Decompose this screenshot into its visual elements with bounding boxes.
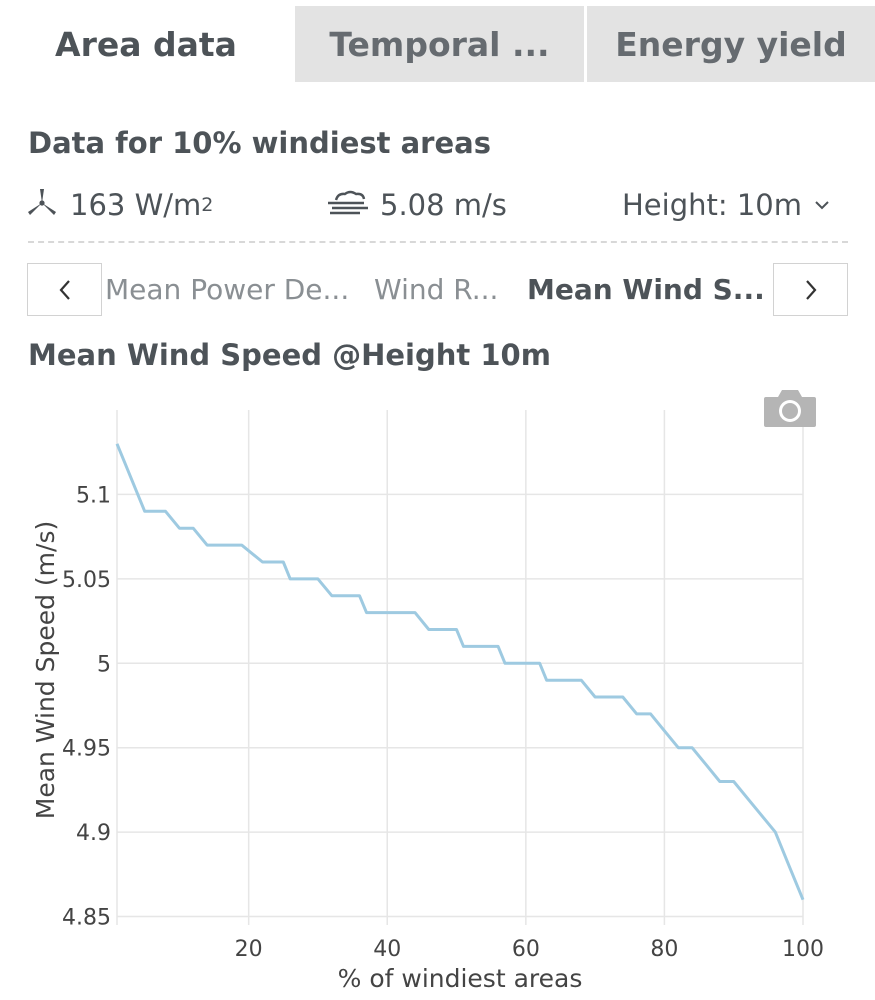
y-tick-label: 4.95	[62, 737, 111, 762]
y-tick-label: 5.1	[76, 483, 111, 508]
tab-energy-yield[interactable]: Energy yield	[584, 6, 875, 82]
x-tick-label: 60	[512, 937, 540, 962]
metric-mean-power-density[interactable]: Mean Power De...	[105, 273, 350, 306]
next-metric-button[interactable]	[773, 263, 848, 316]
divider	[28, 241, 848, 243]
wind-icon	[328, 190, 368, 215]
y-tick-label: 5.05	[62, 568, 111, 593]
wind-speed-value: 5.08 m/s	[380, 188, 507, 222]
chart-grid	[117, 410, 804, 925]
y-tick-label: 4.85	[62, 906, 111, 931]
chevron-down-icon	[815, 201, 829, 210]
y-tick-label: 4.9	[76, 821, 111, 846]
wind-turbine-icon	[28, 189, 56, 215]
metric-wind-rose[interactable]: Wind R...	[374, 273, 499, 306]
previous-metric-button[interactable]	[27, 263, 102, 316]
power-density-stat: 163 W/m 2	[24, 180, 213, 230]
chart-title: Mean Wind Speed @Height 10m	[28, 338, 551, 372]
metric-selector: Mean Power De... Wind R... Mean Wind S..…	[27, 263, 848, 316]
x-tick-label: 80	[650, 937, 678, 962]
series-line	[115, 443, 805, 901]
camera-icon[interactable]	[762, 385, 818, 429]
x-tick-label: 100	[782, 937, 824, 962]
tab-bar: Area data Temporal ... Energy yield	[0, 0, 875, 82]
wind-speed-stat: 5.08 m/s	[326, 180, 507, 230]
chevron-right-icon	[805, 279, 816, 300]
x-axis-label: % of windiest areas	[338, 964, 583, 993]
metric-mean-wind-speed[interactable]: Mean Wind S...	[527, 273, 765, 306]
height-dropdown-label: Height: 10m	[622, 188, 803, 222]
tab-temporal[interactable]: Temporal ...	[292, 6, 584, 82]
tab-area-data[interactable]: Area data	[0, 6, 292, 82]
height-dropdown[interactable]: Height: 10m	[622, 180, 840, 230]
x-tick-label: 20	[235, 937, 263, 962]
y-axis-label: Mean Wind Speed (m/s)	[31, 521, 60, 819]
power-unit-exponent: 2	[201, 194, 214, 216]
stats-row: 163 W/m 2 5.08 m/s Height: 10m	[0, 180, 875, 230]
power-density-value: 163 W/m	[70, 188, 202, 222]
chevron-left-icon	[59, 279, 70, 300]
x-tick-label: 40	[373, 937, 401, 962]
wind-speed-chart: 4.85 4.9 4.95 5 5.05 5.1 20 40 60 80 100 % of wind…	[31, 410, 824, 993]
chart-ticks: 4.85 4.9 4.95 5 5.05 5.1 20 40 60 80 100	[62, 483, 824, 962]
y-tick-label: 5	[97, 652, 111, 677]
chart-series	[115, 443, 805, 901]
section-title: Data for 10% windiest areas	[28, 126, 491, 160]
